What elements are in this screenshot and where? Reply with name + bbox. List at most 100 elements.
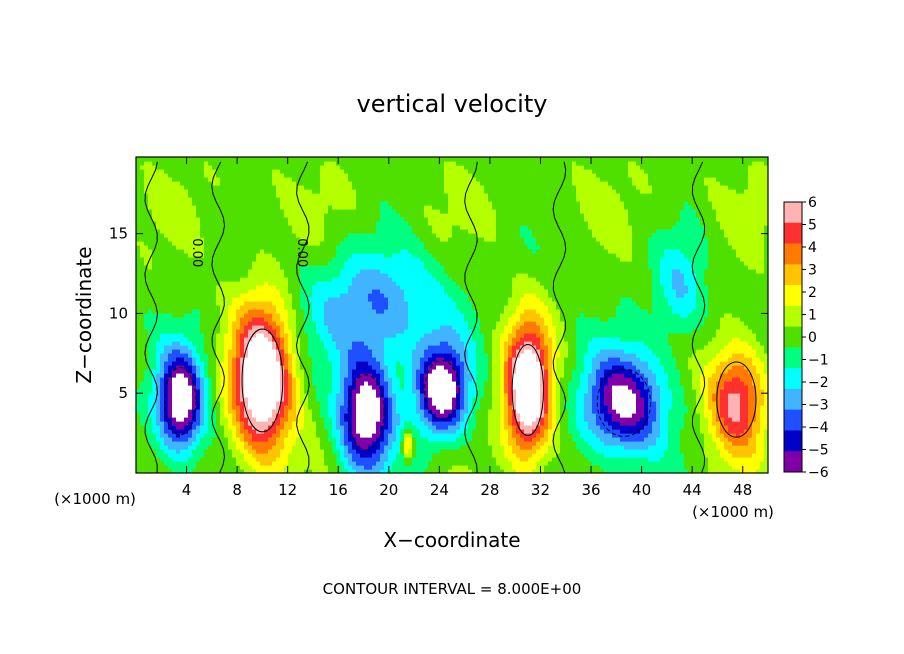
field-cell xyxy=(248,433,253,438)
field-cell xyxy=(148,177,153,182)
field-cell xyxy=(360,257,365,262)
field-cell xyxy=(180,361,185,366)
field-cell xyxy=(240,453,245,458)
field-cell xyxy=(208,301,213,306)
field-cell xyxy=(140,421,145,426)
field-cell xyxy=(252,457,257,462)
field-cell xyxy=(380,225,385,230)
field-cell xyxy=(272,321,277,326)
field-cell xyxy=(292,329,297,334)
field-cell xyxy=(268,369,273,374)
field-cell xyxy=(288,329,293,334)
field-cell xyxy=(312,253,317,258)
field-cell xyxy=(196,381,201,386)
field-cell xyxy=(196,417,201,422)
field-cell xyxy=(368,385,373,390)
field-cell xyxy=(208,389,213,394)
field-cell xyxy=(256,449,261,454)
field-cell xyxy=(216,377,221,382)
field-cell xyxy=(172,189,177,194)
field-cell xyxy=(332,177,337,182)
field-cell xyxy=(252,309,257,314)
field-cell xyxy=(236,197,241,202)
field-cell xyxy=(276,449,281,454)
field-cell xyxy=(340,297,345,302)
field-cell xyxy=(256,205,261,210)
field-cell xyxy=(200,297,205,302)
field-cell xyxy=(216,325,221,330)
field-cell xyxy=(300,317,305,322)
field-cell xyxy=(240,157,245,162)
field-cell xyxy=(380,385,385,390)
field-cell xyxy=(336,293,341,298)
field-cell xyxy=(208,189,213,194)
field-cell xyxy=(208,221,213,226)
field-cell xyxy=(212,321,217,326)
field-cell xyxy=(268,253,273,258)
field-cell xyxy=(308,345,313,350)
field-cell xyxy=(224,449,229,454)
field-cell xyxy=(224,237,229,242)
field-cell xyxy=(208,365,213,370)
field-cell xyxy=(380,461,385,466)
field-cell xyxy=(160,181,165,186)
field-cell xyxy=(184,345,189,350)
field-cell xyxy=(252,381,257,386)
field-cell xyxy=(316,249,321,254)
field-cell xyxy=(368,233,373,238)
field-cell xyxy=(320,329,325,334)
field-cell xyxy=(152,393,157,398)
field-cell xyxy=(184,261,189,266)
field-cell xyxy=(160,213,165,218)
field-cell xyxy=(356,321,361,326)
field-cell xyxy=(324,201,329,206)
field-cell xyxy=(276,185,281,190)
field-cell xyxy=(248,201,253,206)
field-cell xyxy=(184,401,189,406)
field-cell xyxy=(216,197,221,202)
field-cell xyxy=(296,209,301,214)
field-cell xyxy=(212,469,217,473)
field-cell xyxy=(188,209,193,214)
field-cell xyxy=(384,277,389,282)
field-cell xyxy=(136,225,141,230)
field-cell xyxy=(140,277,145,282)
field-cell xyxy=(240,301,245,306)
field-cell xyxy=(156,345,161,350)
field-cell xyxy=(164,417,169,422)
field-cell xyxy=(328,157,333,162)
field-cell xyxy=(176,277,181,282)
field-cell xyxy=(308,293,313,298)
field-cell xyxy=(336,237,341,242)
field-cell xyxy=(256,261,261,266)
field-cell xyxy=(312,281,317,286)
field-cell xyxy=(332,233,337,238)
field-cell xyxy=(196,201,201,206)
field-cell xyxy=(384,261,389,266)
field-cell xyxy=(216,193,221,198)
field-cell xyxy=(140,329,145,334)
field-cell xyxy=(368,413,373,418)
field-cell xyxy=(200,241,205,246)
field-cell xyxy=(200,397,205,402)
field-cell xyxy=(260,217,265,222)
field-cell xyxy=(156,205,161,210)
field-cell xyxy=(188,337,193,342)
field-cell xyxy=(244,425,249,430)
field-cell xyxy=(376,213,381,218)
field-cell xyxy=(252,237,257,242)
field-cell xyxy=(280,469,285,473)
field-cell xyxy=(284,397,289,402)
field-cell xyxy=(256,189,261,194)
field-cell xyxy=(368,277,373,282)
field-cell xyxy=(380,257,385,262)
field-cell xyxy=(348,325,353,330)
field-cell xyxy=(252,177,257,182)
field-cell xyxy=(288,357,293,362)
field-cell xyxy=(268,277,273,282)
field-cell xyxy=(332,469,337,473)
field-cell xyxy=(284,197,289,202)
field-cell xyxy=(356,237,361,242)
field-cell xyxy=(316,405,321,410)
field-cell xyxy=(284,233,289,238)
